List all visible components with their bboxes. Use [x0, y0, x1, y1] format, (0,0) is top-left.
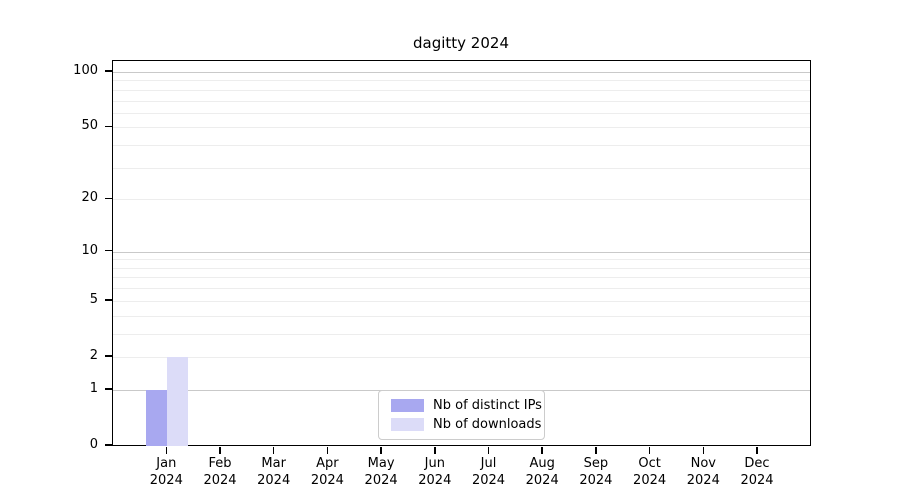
x-tick-sep	[595, 446, 597, 454]
x-tick-year: 2024	[149, 473, 183, 488]
x-tick-year: 2024	[364, 473, 398, 488]
y-tick-100	[105, 70, 112, 72]
x-tick-label-feb: Feb 2024	[192, 455, 248, 489]
x-tick-label-apr: Apr 2024	[299, 455, 355, 489]
y-tick-5	[105, 299, 112, 301]
x-tick-nov	[702, 446, 705, 454]
x-tick-label-jul: Jul 2024	[461, 455, 517, 489]
x-tick-label-aug: Aug 2024	[514, 455, 570, 489]
x-tick-month: May	[367, 456, 395, 471]
x-tick-jun	[434, 446, 436, 454]
y-tick-10	[105, 249, 112, 252]
x-tick-may	[380, 446, 382, 454]
x-tick-aug	[541, 446, 543, 454]
x-tick-month: Dec	[744, 456, 770, 471]
x-tick-apr	[326, 446, 329, 454]
x-tick-label-dec: Dec 2024	[729, 455, 785, 489]
x-tick-year: 2024	[418, 473, 452, 488]
x-tick-oct	[648, 446, 651, 454]
x-tick-month: Jun	[424, 456, 445, 471]
gridline-y-10	[113, 251, 810, 253]
x-tick-year: 2024	[525, 473, 559, 488]
x-tick-year: 2024	[633, 473, 667, 488]
legend-item-distinct-ips: Nb of distinct IPs	[391, 396, 544, 415]
bar-nb-of-distinct-ips-jan	[146, 389, 168, 446]
bar-nb-of-downloads-jan	[167, 356, 189, 446]
gridline-y-50	[113, 127, 810, 129]
chart-title: dagitty 2024	[413, 34, 509, 52]
x-tick-feb	[219, 446, 221, 454]
x-tick-month: Feb	[208, 456, 232, 471]
gridline-y-60	[113, 112, 810, 114]
gridline-y-8	[113, 267, 810, 269]
y-tick-label-100: 100	[73, 62, 98, 78]
x-tick-label-oct: Oct 2024	[622, 455, 678, 489]
y-tick-label-5: 5	[89, 291, 98, 307]
x-tick-dec	[756, 446, 758, 454]
legend-swatch-downloads-icon	[391, 418, 424, 431]
plot-area	[112, 60, 811, 446]
x-tick-month: Nov	[690, 456, 716, 471]
legend: Nb of distinct IPs Nb of downloads	[378, 390, 545, 440]
gridline-y-5	[113, 300, 810, 302]
x-tick-month: Apr	[316, 456, 339, 471]
x-tick-month: Aug	[529, 456, 555, 471]
x-tick-label-jan: Jan 2024	[138, 455, 194, 489]
x-tick-label-sep: Sep 2024	[568, 455, 624, 489]
gridline-y-4	[113, 315, 810, 317]
x-tick-label-may: May 2024	[353, 455, 409, 489]
y-tick-label-20: 20	[81, 190, 98, 206]
x-tick-label-jun: Jun 2024	[407, 455, 463, 489]
y-tick-50	[105, 125, 112, 128]
gridline-y-20	[113, 199, 810, 201]
y-tick-label-2: 2	[89, 347, 98, 363]
gridline-y-2	[113, 356, 810, 358]
y-tick-20	[105, 197, 112, 200]
x-tick-year: 2024	[310, 473, 344, 488]
legend-label-distinct-ips: Nb of distinct IPs	[433, 398, 542, 413]
gridline-y-100	[113, 71, 810, 73]
x-tick-year: 2024	[579, 473, 613, 488]
x-tick-year: 2024	[471, 473, 506, 488]
x-tick-month: Mar	[261, 456, 286, 471]
gridline-y-9	[113, 259, 810, 261]
gridline-y-3	[113, 333, 810, 335]
gridline-y-70	[113, 100, 810, 102]
x-tick-year: 2024	[740, 473, 774, 488]
legend-item-downloads: Nb of downloads	[391, 415, 544, 434]
legend-label-downloads: Nb of downloads	[433, 417, 542, 432]
x-tick-month: Sep	[583, 456, 609, 471]
x-tick-year: 2024	[203, 473, 237, 488]
gridline-y-90	[113, 80, 810, 82]
x-tick-month: Oct	[638, 456, 661, 471]
x-tick-label-nov: Nov 2024	[675, 455, 731, 489]
y-tick-0	[105, 444, 112, 446]
gridline-y-6	[113, 288, 810, 290]
y-tick-label-0: 0	[89, 437, 98, 452]
gridline-y-80	[113, 89, 810, 91]
gridline-y-7	[113, 277, 810, 279]
x-tick-year: 2024	[686, 473, 720, 488]
x-tick-label-mar: Mar 2024	[246, 455, 302, 489]
x-tick-month: Jul	[480, 456, 497, 471]
y-tick-label-50: 50	[81, 118, 98, 134]
gridline-y-40	[113, 145, 810, 147]
y-tick-1	[105, 388, 112, 390]
y-tick-label-1: 1	[89, 380, 98, 396]
x-tick-jan	[165, 446, 168, 454]
x-tick-mar	[272, 446, 275, 454]
legend-swatch-distinct-ips-icon	[391, 399, 424, 412]
y-tick-2	[105, 355, 112, 357]
x-tick-month: Jan	[156, 456, 177, 471]
gridline-y-30	[113, 167, 810, 169]
x-tick-jul	[487, 446, 490, 454]
y-tick-label-10: 10	[81, 242, 98, 258]
x-tick-year: 2024	[257, 473, 291, 488]
